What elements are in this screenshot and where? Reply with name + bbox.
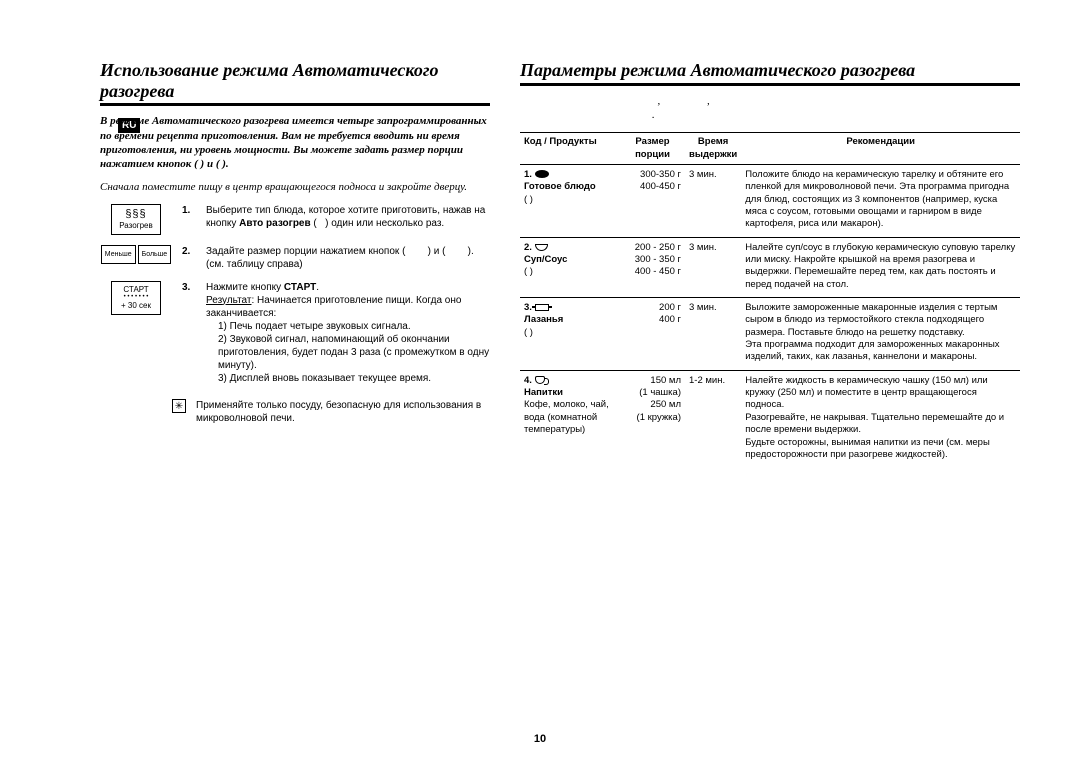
note-icon: ✳ (172, 399, 186, 413)
parameters-table: Код / Продукты Размер порции Время выдер… (520, 132, 1020, 467)
manual-page: RU Использование режима Автоматического … (0, 0, 1080, 763)
step-text: Задайте размер порции нажатием кнопок ( … (206, 245, 490, 271)
cell-code: 3. Лазанья( ) (520, 298, 620, 371)
table-row: 1. Готовое блюдо( )300-350 г400-450 г3 м… (520, 164, 1020, 237)
start-30s: + 30 сек (116, 301, 156, 311)
note-text: Применяйте только посуду, безопасную для… (196, 399, 490, 425)
step-row: СТАРТ • • • • • • • + 30 сек 3. Нажмите … (100, 281, 490, 385)
left-column: Использование режима Автоматического раз… (60, 60, 490, 743)
title-rule (100, 103, 490, 106)
cell-time: 3 мин. (685, 237, 741, 297)
cell-rec: Налейте суп/соус в глубокую керамическую… (741, 237, 1020, 297)
step-row: Меньше Больше 2. Задайте размер порции н… (100, 245, 490, 271)
step-row: §§§ Разогрев 1. Выберите тип блюда, кото… (100, 204, 490, 235)
step-number: 1. (182, 204, 196, 235)
casserole-icon (535, 304, 549, 311)
cell-size: 150 мл(1 чашка)250 мл(1 кружка) (620, 370, 685, 467)
th-size: Размер порции (620, 133, 685, 165)
cell-time: 3 мин. (685, 164, 741, 237)
start-dots: • • • • • • • (116, 294, 156, 301)
plate-icon (535, 170, 549, 178)
title-rule (520, 83, 1020, 86)
cell-size: 300-350 г400-450 г (620, 164, 685, 237)
cell-code: 1. Готовое блюдо( ) (520, 164, 620, 237)
cell-time: 3 мин. (685, 298, 741, 371)
cup-icon (535, 376, 545, 384)
less-button-icon: Меньше (101, 245, 136, 264)
start-label: СТАРТ (116, 285, 156, 295)
cell-rec: Налейте жидкость в керамическую чашку (1… (741, 370, 1020, 467)
reheat-glyph: §§§ (116, 208, 156, 221)
cell-code: 4. НапиткиКофе, молоко, чай, вода (комна… (520, 370, 620, 467)
step-number: 3. (182, 281, 196, 385)
left-intro2: Сначала поместите пищу в центр вращающег… (100, 180, 490, 194)
right-subhead: , , . (520, 94, 1020, 123)
table-row: 2. Суп/Соус( )200 - 250 г300 - 350 г400 … (520, 237, 1020, 297)
cell-size: 200 - 250 г300 - 350 г400 - 450 г (620, 237, 685, 297)
cell-rec: Выложите замороженные макаронные изделия… (741, 298, 1020, 371)
table-row: 4. НапиткиКофе, молоко, чай, вода (комна… (520, 370, 1020, 467)
step2-icon: Меньше Больше (100, 245, 172, 271)
step3-icon: СТАРТ • • • • • • • + 30 сек (100, 281, 172, 385)
steps-list: §§§ Разогрев 1. Выберите тип блюда, кото… (100, 204, 490, 385)
th-code: Код / Продукты (520, 133, 620, 165)
reheat-label: Разогрев (116, 221, 156, 231)
step-number: 2. (182, 245, 196, 271)
bowl-icon (535, 244, 548, 251)
step-text: Нажмите кнопку СТАРТ.Результат: Начинает… (206, 281, 490, 385)
cell-code: 2. Суп/Соус( ) (520, 237, 620, 297)
left-title: Использование режима Автоматического раз… (100, 60, 490, 101)
usage-note: ✳ Применяйте только посуду, безопасную д… (100, 399, 490, 425)
cell-size: 200 г400 г (620, 298, 685, 371)
page-number: 10 (0, 733, 1080, 745)
right-title: Параметры режима Автоматического разогре… (520, 60, 1020, 81)
step1-icon: §§§ Разогрев (100, 204, 172, 235)
step-text: Выберите тип блюда, которое хотите приго… (206, 204, 490, 235)
th-time: Время выдержки (685, 133, 741, 165)
th-rec: Рекомендации (741, 133, 1020, 165)
cell-time: 1-2 мин. (685, 370, 741, 467)
table-row: 3. Лазанья( )200 г400 г3 мин.Выложите за… (520, 298, 1020, 371)
more-button-icon: Больше (138, 245, 172, 264)
left-intro: В режиме Автоматического разогрева имеет… (100, 114, 490, 171)
cell-rec: Положите блюдо на керамическую тарелку и… (741, 164, 1020, 237)
right-column: Параметры режима Автоматического разогре… (520, 60, 1020, 743)
